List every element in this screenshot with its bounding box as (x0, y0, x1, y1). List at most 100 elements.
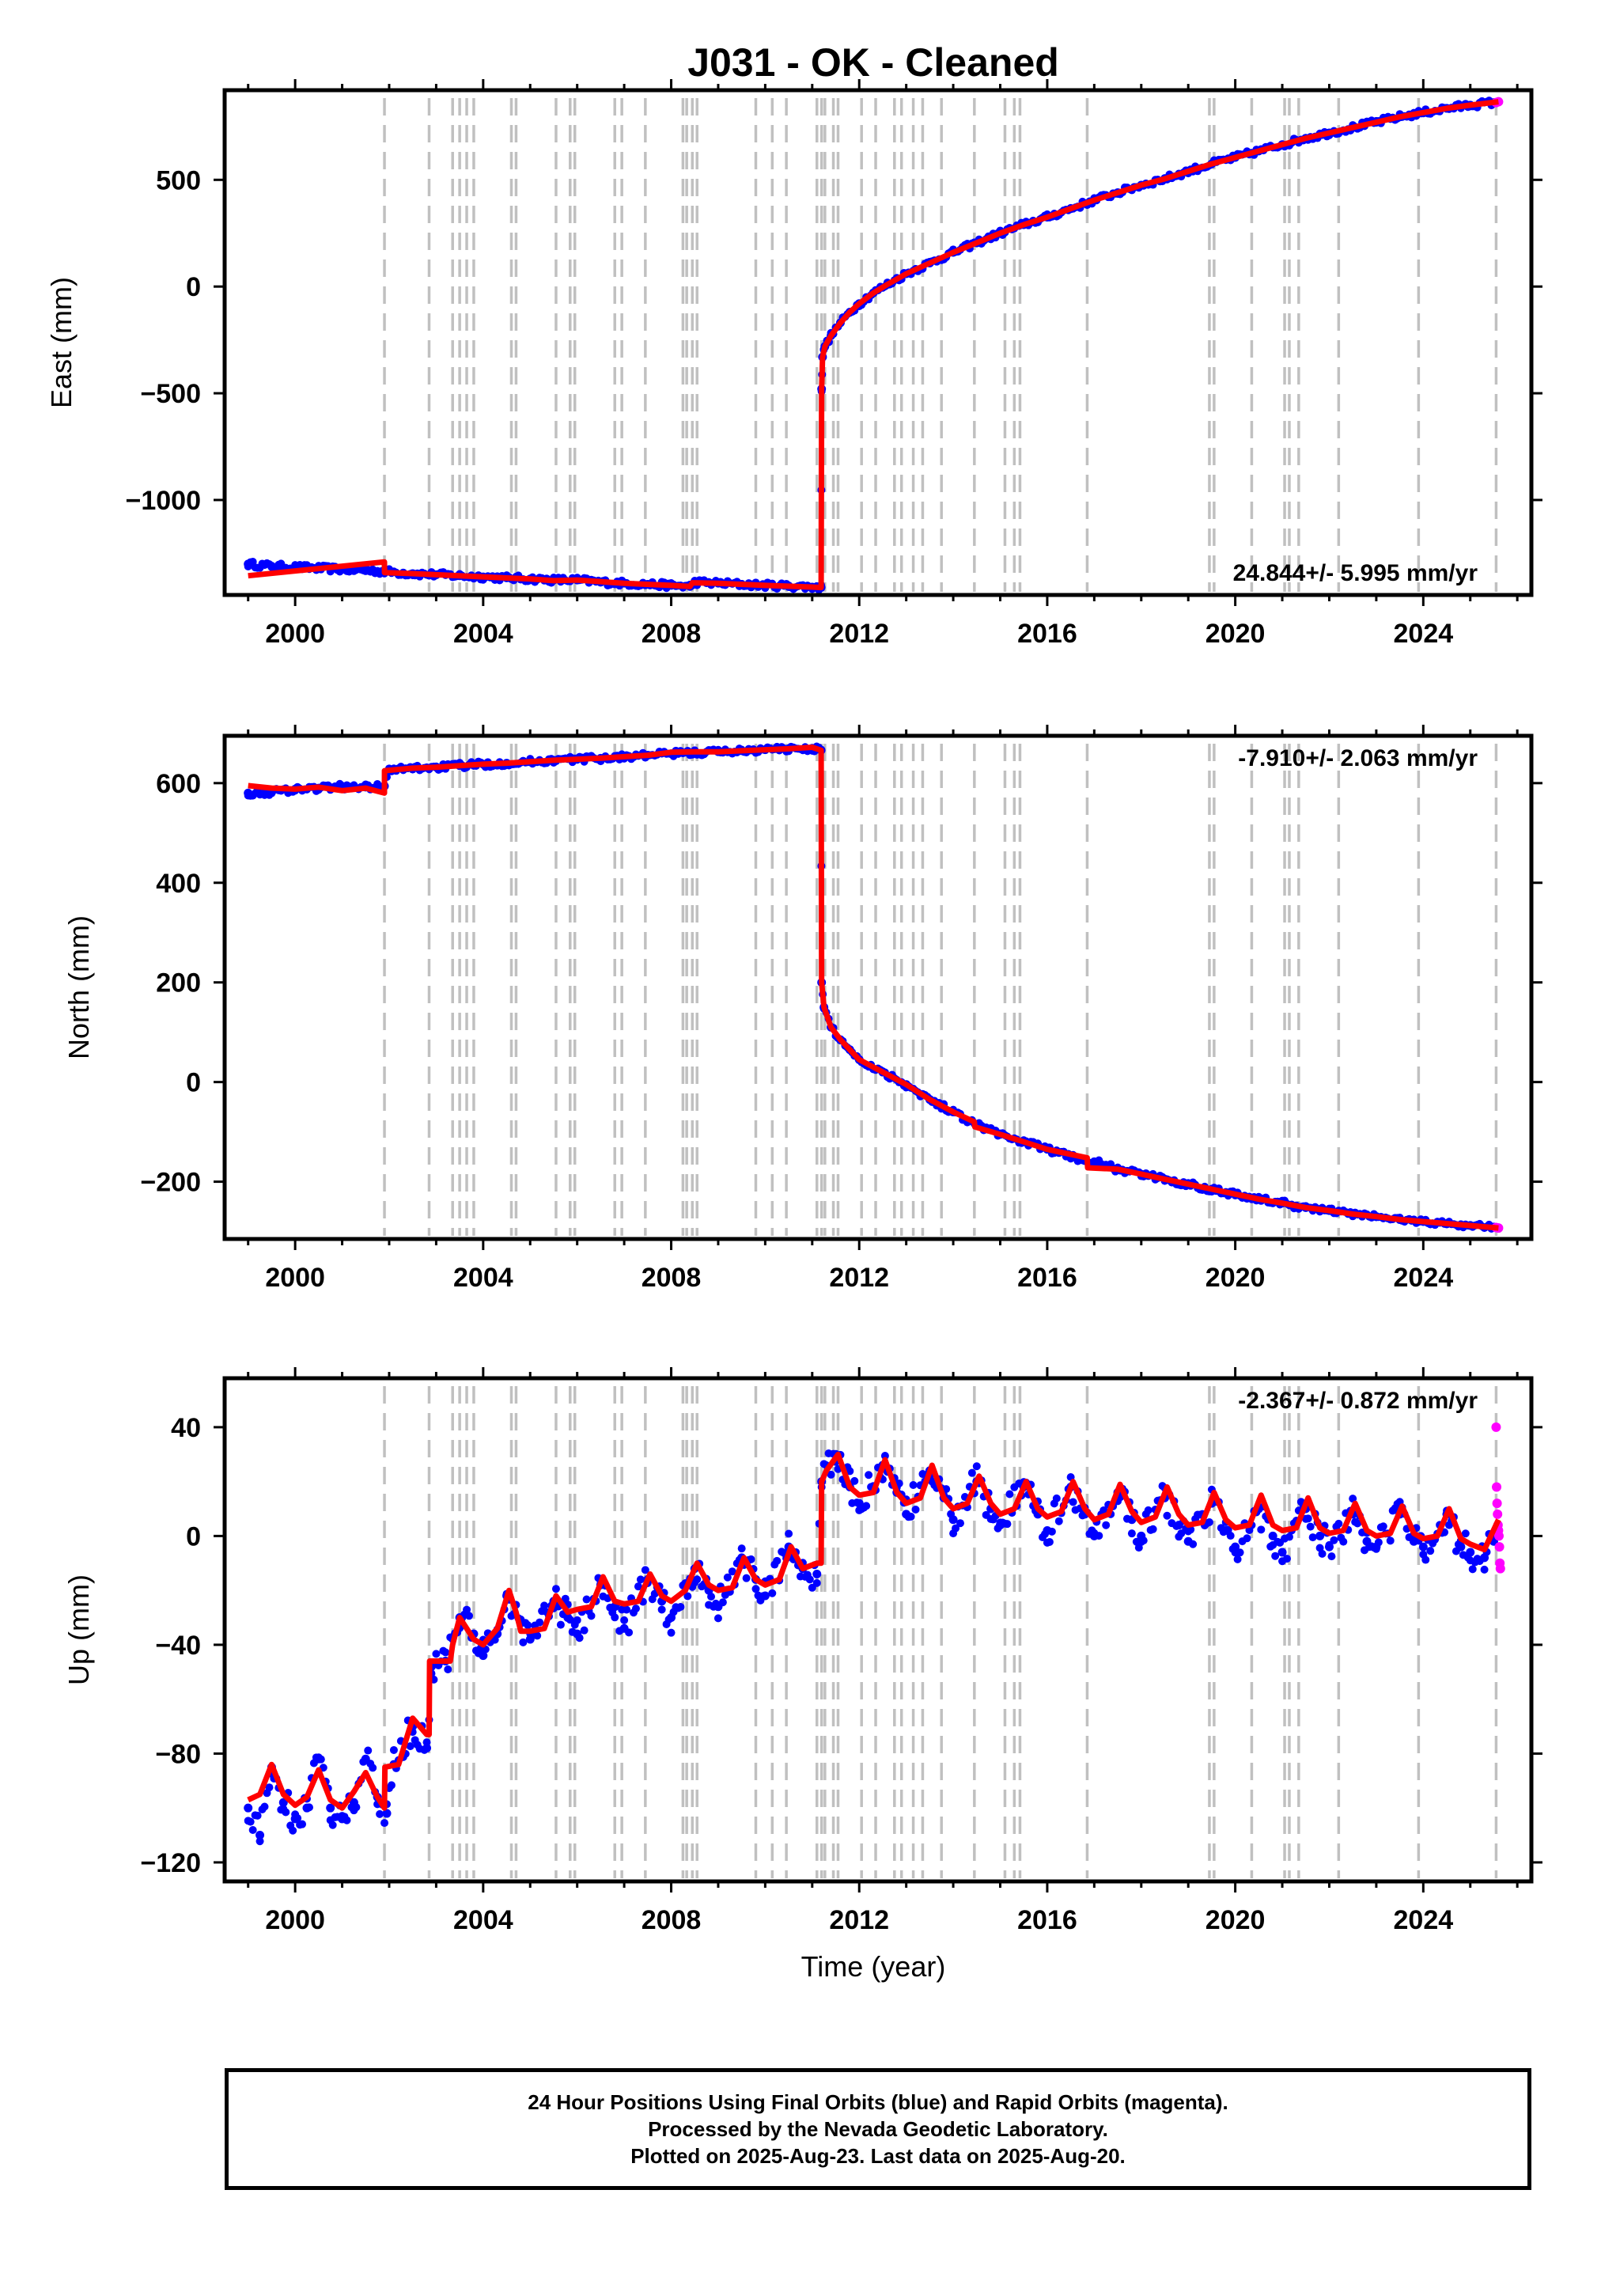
up-final-point (657, 1605, 666, 1614)
up-final-point (282, 1808, 290, 1817)
east-x-tick-label: 2004 (453, 619, 513, 649)
up-final-point (382, 1809, 392, 1818)
up-final-point (1426, 1547, 1435, 1555)
east-y-tick-label: −500 (140, 379, 201, 409)
up-final-point (1127, 1529, 1136, 1538)
up-final-point (742, 1574, 751, 1582)
north-x-tick-label: 2016 (1017, 1263, 1077, 1293)
up-final-point (967, 1468, 976, 1477)
up-final-point (911, 1505, 920, 1514)
up-final-point (1137, 1531, 1146, 1540)
up-final-point (1271, 1552, 1280, 1560)
up-final-point (623, 1605, 631, 1614)
up-final-point (1043, 1526, 1052, 1536)
up-y-tick-label: −80 (155, 1739, 201, 1769)
up-final-point (525, 1635, 535, 1644)
up-final-point (805, 1575, 814, 1584)
up-rapid-point (1493, 1531, 1504, 1541)
up-final-point (1005, 1490, 1014, 1498)
footer-box: 24 Hour Positions Using Final Orbits (bl… (225, 2068, 1531, 2190)
up-final-point (1183, 1536, 1193, 1546)
north-y-tick-label: −200 (140, 1168, 201, 1198)
up-final-point (289, 1826, 297, 1835)
footer-line-2: Processed by the Nevada Geodetic Laborat… (648, 2117, 1108, 2141)
up-final-point (369, 1764, 377, 1772)
up-final-point (1052, 1494, 1061, 1502)
up-final-point (255, 1837, 264, 1846)
up-rapid-point (1493, 1509, 1503, 1519)
up-y-tick-label: 0 (186, 1521, 201, 1552)
up-final-point (302, 1803, 312, 1813)
up-final-point (1231, 1542, 1240, 1552)
north-x-tick-label: 2012 (829, 1263, 889, 1293)
up-final-point (387, 1781, 396, 1790)
up-final-point (349, 1798, 358, 1807)
up-final-point (948, 1515, 958, 1525)
up-final-point (465, 1612, 474, 1620)
up-final-point (760, 1591, 770, 1601)
east-y-axis-label: East (mm) (45, 277, 78, 408)
up-final-point (747, 1555, 755, 1563)
up-final-point (1205, 1518, 1213, 1527)
up-final-point (253, 1811, 262, 1820)
up-final-point (846, 1467, 854, 1476)
up-final-point (519, 1638, 528, 1646)
up-final-point (1466, 1548, 1475, 1557)
up-final-point (862, 1502, 871, 1510)
up-final-point (631, 1605, 640, 1613)
up-final-point (573, 1629, 582, 1639)
north-rate-text: -7.910+/- 2.063 mm/yr (1238, 745, 1478, 771)
up-final-point (952, 1524, 960, 1533)
up-final-point (865, 1471, 873, 1480)
up-rapid-point (1495, 1563, 1505, 1574)
up-final-point (611, 1613, 619, 1622)
east-final-point (244, 559, 253, 569)
up-final-point (1461, 1529, 1470, 1538)
up-final-point (406, 1742, 414, 1751)
up-final-point (536, 1618, 544, 1627)
east-x-tick-label: 2012 (829, 619, 889, 649)
up-rapid-point (1492, 1498, 1502, 1509)
up-final-point (1327, 1552, 1336, 1561)
north-x-tick-label: 2004 (453, 1263, 513, 1293)
up-final-point (909, 1480, 918, 1489)
up-final-point (1045, 1537, 1054, 1546)
north-y-tick-label: 200 (156, 968, 201, 998)
x-axis-label: Time (year) (801, 1950, 946, 1983)
up-final-point (1144, 1506, 1152, 1514)
up-x-tick-label: 2000 (265, 1905, 325, 1935)
up-final-point (1480, 1565, 1489, 1574)
up-final-point (1003, 1520, 1012, 1529)
north-y-tick-label: 0 (186, 1068, 201, 1098)
up-final-point (972, 1462, 981, 1471)
up-final-point (1421, 1555, 1430, 1564)
up-final-point (667, 1628, 676, 1637)
north-x-tick-label: 2000 (265, 1263, 325, 1293)
north-model-line (248, 744, 1499, 1231)
up-final-point (850, 1476, 859, 1485)
up-final-point (540, 1601, 549, 1610)
up-final-point (854, 1498, 864, 1508)
east-final-point (267, 562, 276, 571)
up-final-point (248, 1826, 257, 1835)
up-y-tick-label: −40 (155, 1631, 201, 1661)
north-x-tick-label: 2020 (1205, 1263, 1266, 1293)
up-final-point (1334, 1519, 1343, 1528)
up-model-line (247, 1451, 1501, 1811)
up-final-point (1324, 1542, 1334, 1552)
up-final-point (641, 1566, 649, 1574)
up-final-point (667, 1613, 676, 1623)
up-final-point (444, 1665, 452, 1674)
north-x-tick-label: 2008 (642, 1263, 702, 1293)
up-final-point (556, 1620, 565, 1629)
up-final-point (290, 1814, 300, 1824)
up-final-point (1362, 1536, 1372, 1546)
up-final-point (785, 1529, 793, 1538)
up-panel: 2000 2004 2008 2012 2016 2020 2024 40 0 −40 −80 −12… (62, 1367, 1542, 1935)
up-final-point (1243, 1534, 1251, 1543)
up-final-point (1285, 1533, 1293, 1541)
up-final-point (1054, 1517, 1063, 1525)
up-final-point (827, 1470, 835, 1479)
up-final-point (634, 1582, 642, 1591)
